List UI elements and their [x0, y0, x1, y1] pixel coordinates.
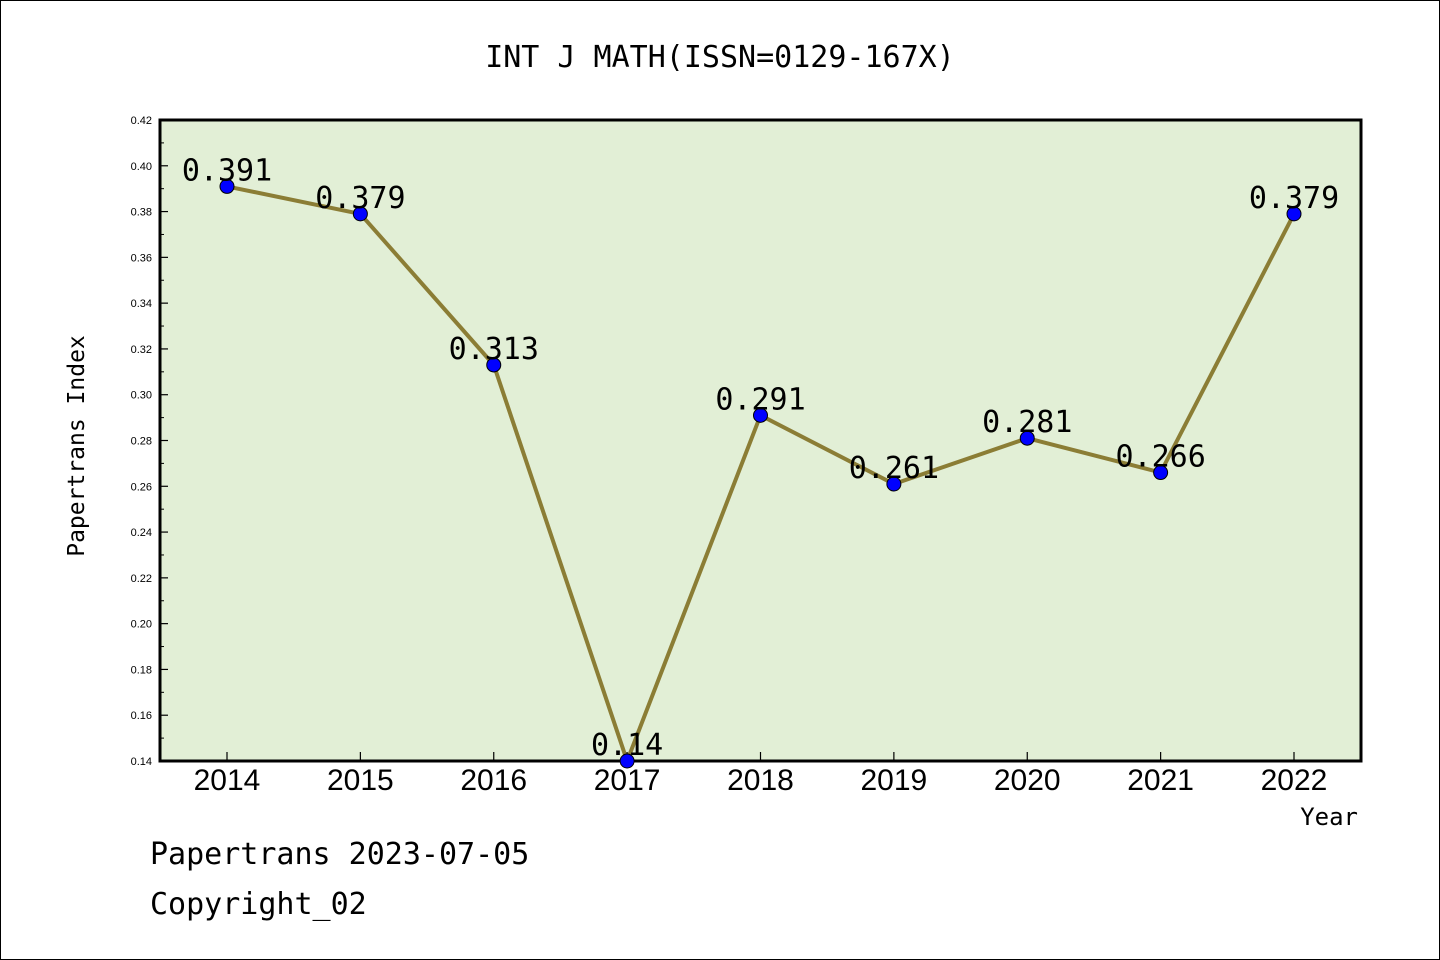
y-tick-label: 0.26: [131, 481, 152, 493]
y-tick-label: 0.14: [131, 756, 152, 768]
x-tick-label: 2018: [727, 764, 794, 797]
x-axis-ticks: 2014 2015 2016 2017 2018 2019 2020 2021 2022: [194, 752, 1328, 797]
data-point-2021: [1153, 465, 1169, 481]
data-point-2015: [352, 206, 368, 222]
data-point-2014: [219, 178, 235, 194]
x-tick-label: 2015: [327, 764, 394, 797]
y-tick-label: 0.32: [131, 344, 152, 356]
y-tick-label: 0.36: [131, 252, 152, 264]
y-axis-label: Papertrans Index: [64, 335, 90, 557]
x-tick-label: 2016: [460, 764, 527, 797]
x-tick-label: 2017: [594, 764, 661, 797]
x-tick-label: 2022: [1261, 764, 1328, 797]
x-tick-label: 2014: [194, 764, 261, 797]
data-label-2022: 0.379: [1249, 181, 1339, 216]
y-axis-ticks: 0.14 0.16 0.18 0.20 0.22 0.24 0.26 0.28 0.30 0.32…: [131, 115, 168, 768]
y-tick-label: 0.20: [131, 619, 152, 631]
chart-title: INT J MATH(ISSN=0129-167X): [485, 40, 955, 75]
y-tick-label: 0.16: [131, 710, 152, 722]
y-tick-label: 0.24: [131, 527, 152, 539]
y-tick-label: 0.28: [131, 436, 152, 448]
data-label-2020: 0.281: [982, 405, 1072, 440]
data-point-2016: [486, 357, 502, 373]
data-point-2020: [1019, 430, 1035, 446]
data-label-2015: 0.379: [315, 181, 405, 216]
data-label-2017: 0.14: [591, 728, 663, 763]
data-labels: 0.391 0.379 0.313 0.14 0.291 0.261 0.281 0.266 0…: [182, 153, 1339, 763]
data-markers: [219, 178, 1302, 769]
y-tick-label: 0.18: [131, 664, 152, 676]
y-tick-label: 0.30: [131, 390, 152, 402]
data-label-2018: 0.291: [715, 382, 805, 417]
y-tick-label: 0.38: [131, 207, 152, 219]
plot-area: [160, 120, 1361, 761]
data-point-2022: [1286, 206, 1302, 222]
footer-date: Papertrans 2023-07-05: [150, 837, 529, 872]
data-point-2017: [619, 753, 635, 769]
y-tick-label: 0.40: [131, 161, 152, 173]
data-label-2019: 0.261: [849, 451, 939, 486]
x-tick-label: 2020: [994, 764, 1061, 797]
plot-border: [158, 118, 1363, 763]
y-tick-label: 0.22: [131, 573, 152, 585]
data-label-2016: 0.313: [449, 332, 539, 367]
x-axis-label: Year: [1300, 803, 1358, 831]
footer-copyright: Copyright_02: [150, 887, 367, 922]
data-point-2018: [753, 407, 768, 423]
data-point-2019: [886, 476, 902, 492]
x-tick-label: 2021: [1127, 764, 1194, 797]
x-tick-label: 2019: [861, 764, 928, 797]
data-label-2014: 0.391: [182, 153, 272, 188]
data-label-2021: 0.266: [1115, 440, 1205, 475]
y-tick-label: 0.34: [131, 298, 152, 310]
y-tick-label: 0.42: [131, 115, 152, 127]
